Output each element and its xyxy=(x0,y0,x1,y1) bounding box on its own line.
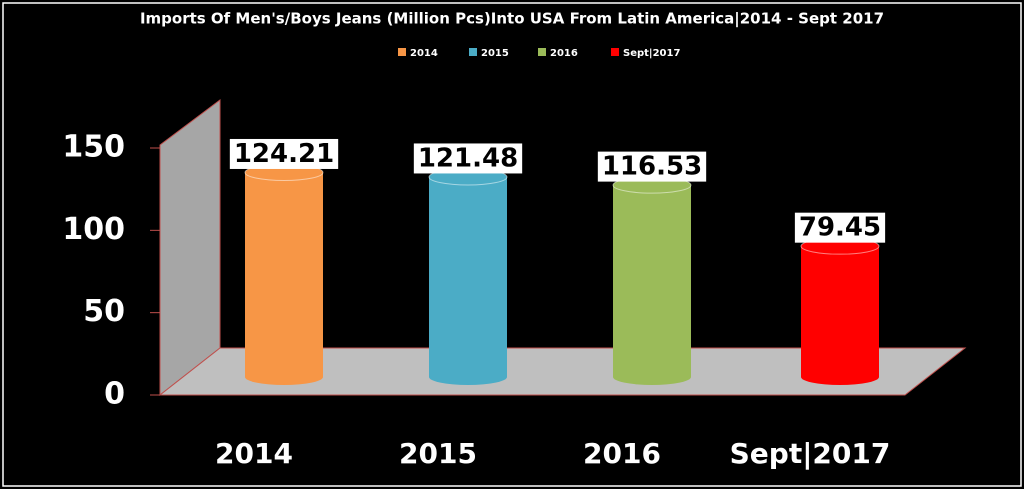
legend-label: 2014 xyxy=(410,48,438,59)
y-tick-label: 150 xyxy=(62,130,125,165)
legend-swatch xyxy=(469,48,477,56)
x-tick-label: 2015 xyxy=(399,437,477,470)
data-label-box xyxy=(413,143,523,174)
data-label: 116.53 xyxy=(602,152,702,182)
x-tick-label: 2014 xyxy=(215,437,293,470)
bar xyxy=(801,246,879,377)
y-tick-label: 0 xyxy=(104,377,125,412)
legend-swatch xyxy=(611,48,619,56)
legend-swatch xyxy=(538,48,546,56)
data-label-box xyxy=(794,212,886,243)
bar xyxy=(429,176,507,377)
bar xyxy=(245,172,323,377)
y-tick-label: 100 xyxy=(62,212,125,247)
data-label-box xyxy=(229,138,339,169)
data-label: 121.48 xyxy=(418,143,518,173)
bar xyxy=(613,185,691,377)
legend-label: Sept|2017 xyxy=(623,48,680,59)
back-wall xyxy=(159,99,221,397)
data-label-box xyxy=(597,151,707,182)
data-label: 124.21 xyxy=(234,139,334,169)
legend-label: 2015 xyxy=(481,48,509,59)
data-label: 79.45 xyxy=(799,213,881,243)
legend-label: 2016 xyxy=(550,48,578,59)
floor xyxy=(158,347,967,396)
chart-title: Imports Of Men's/Boys Jeans (Million Pcs… xyxy=(140,10,884,29)
x-tick-label: Sept|2017 xyxy=(730,437,891,470)
y-tick-label: 50 xyxy=(83,294,125,329)
legend-swatch xyxy=(398,48,406,56)
x-tick-label: 2016 xyxy=(583,437,661,470)
